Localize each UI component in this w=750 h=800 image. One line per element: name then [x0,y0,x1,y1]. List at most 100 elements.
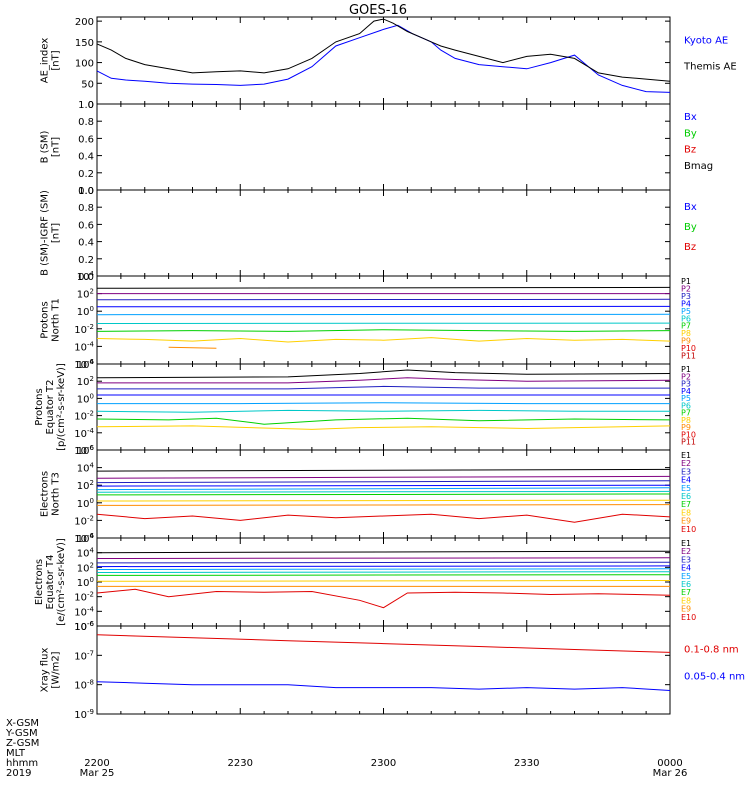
legend-p1: P1 [681,277,691,286]
panel-8: 10-6 10-7 10-8 10-9 Xray flux[W/m2] 0.1-0.8 n… [40,620,746,721]
y-tick-label: 100 [77,305,94,318]
legend-e9: E9 [681,605,691,614]
legend-p7: P7 [681,409,691,418]
legend-p7: P7 [681,322,691,331]
series-line-p5 [97,402,670,405]
x-tick-label: 2330 [514,758,539,769]
legend-e7: E7 [681,588,691,597]
y-axis-label: B (SM)[nT] [40,130,62,163]
legend-p10: P10 [681,430,696,439]
legend-p4: P4 [681,299,691,308]
series-line-0-1-0-8-nm [96,634,671,653]
legend-bz: Bz [684,242,696,253]
series-line-kyoto-ae [96,24,671,93]
legend-bz: Bz [684,145,696,156]
legend-e8: E8 [681,508,691,517]
y-tick-label: 100 [77,576,94,589]
panel-frame [96,103,671,191]
y-tick-label: 104 [77,462,95,475]
y-tick-label: 0.0 [78,186,94,197]
y-tick-label: 102 [77,561,94,574]
legend-e3: E3 [681,555,691,564]
y-tick-label: 10-7 [74,649,94,662]
y-tick-label: 0 [88,100,94,111]
legend-e10: E10 [681,613,696,622]
series-line-p8 [96,337,671,343]
y-tick-label: 0.0 [78,272,94,283]
series-line-p1 [96,369,671,379]
series-line-e10 [96,588,671,609]
row-label-hhmm: hhmm [6,758,38,769]
y-axis-label: AE_index[nT] [40,38,62,84]
panel-frame [96,625,671,715]
series-line-e4 [96,565,671,568]
y-axis-label: B (SM)-IGRF (SM)[nT] [40,190,62,276]
series-line-e5 [96,568,671,570]
y-tick-label: 102 [77,375,94,388]
series-line-e3 [96,561,671,564]
series-line-e9 [96,504,671,506]
row-label-mlt: MLT [6,748,26,759]
series-line-p6 [96,409,670,413]
panel-1: 0 50 100 150 200 AE_index[nT] Kyoto AE Themis A… [40,16,737,111]
legend-e4: E4 [681,564,691,573]
y-axis-label: ElectronsNorth T3 [40,471,62,517]
series-line-e4 [96,484,671,487]
legend-themis-ae: Themis AE [683,62,737,73]
y-tick-label: 102 [77,288,94,301]
series-line-e7 [96,574,671,576]
y-tick-label: 10-2 [74,410,94,423]
legend-e8: E8 [681,596,691,605]
series-line-p3 [97,385,670,390]
x-tick-label: 2200 [84,758,109,769]
y-axis-label: ProtonsEquator T2[p/(cm²-s-sr-keV)] [34,363,67,451]
legend-by: By [684,222,697,233]
legend-p2: P2 [681,372,691,381]
series-line-p9 [168,346,217,349]
series-line-e6 [96,490,671,493]
y-tick-label: 50 [81,79,94,90]
y-tick-label: 10-2 [74,591,94,604]
plot-title: GOES-16 [349,3,407,18]
legend-p5: P5 [681,307,691,316]
legend-e3: E3 [681,467,691,476]
series-line-e6 [96,571,671,573]
legend-p11: P11 [681,438,696,447]
y-tick-label: 102 [77,479,94,492]
y-tick-label: 100 [77,392,94,405]
y-tick-label: 104 [77,358,95,371]
legend-e6: E6 [681,580,691,589]
legend-kyoto-ae: Kyoto AE [684,35,728,46]
y-tick-label: 10-4 [74,340,94,353]
y-tick-label: 10-2 [74,514,94,527]
legend-e7: E7 [681,500,691,509]
legend-e5: E5 [681,484,691,493]
panel-frame [96,275,671,365]
legend-p2: P2 [681,284,691,293]
y-tick-label: 10-6 [74,620,94,633]
legend-e1: E1 [681,451,691,460]
y-axis-label: ProtonsNorth T1 [40,298,62,342]
y-tick-label: 10-4 [74,605,94,618]
row-label-y-gsm: Y-GSM [5,728,38,739]
legend-bx: Bx [684,202,697,213]
legend-p10: P10 [681,344,696,353]
legend-e9: E9 [681,517,691,526]
y-tick-label: 104 [77,547,95,560]
row-label-z-gsm: Z-GSM [6,738,39,749]
legend-0-1-0-8-nm: 0.1-0.8 nm [684,645,739,656]
legend-e4: E4 [681,476,691,485]
legend-e1: E1 [681,539,691,548]
legend-p9: P9 [681,423,691,432]
legend-p9: P9 [681,337,691,346]
y-tick-label: 100 [77,497,94,510]
y-tick-label: 0.4 [78,238,94,249]
y-tick-label: 106 [77,532,95,545]
series-line-e1 [96,468,671,472]
legend-p6: P6 [681,401,691,410]
y-tick-label: 106 [77,444,95,457]
legend-e2: E2 [681,459,691,468]
